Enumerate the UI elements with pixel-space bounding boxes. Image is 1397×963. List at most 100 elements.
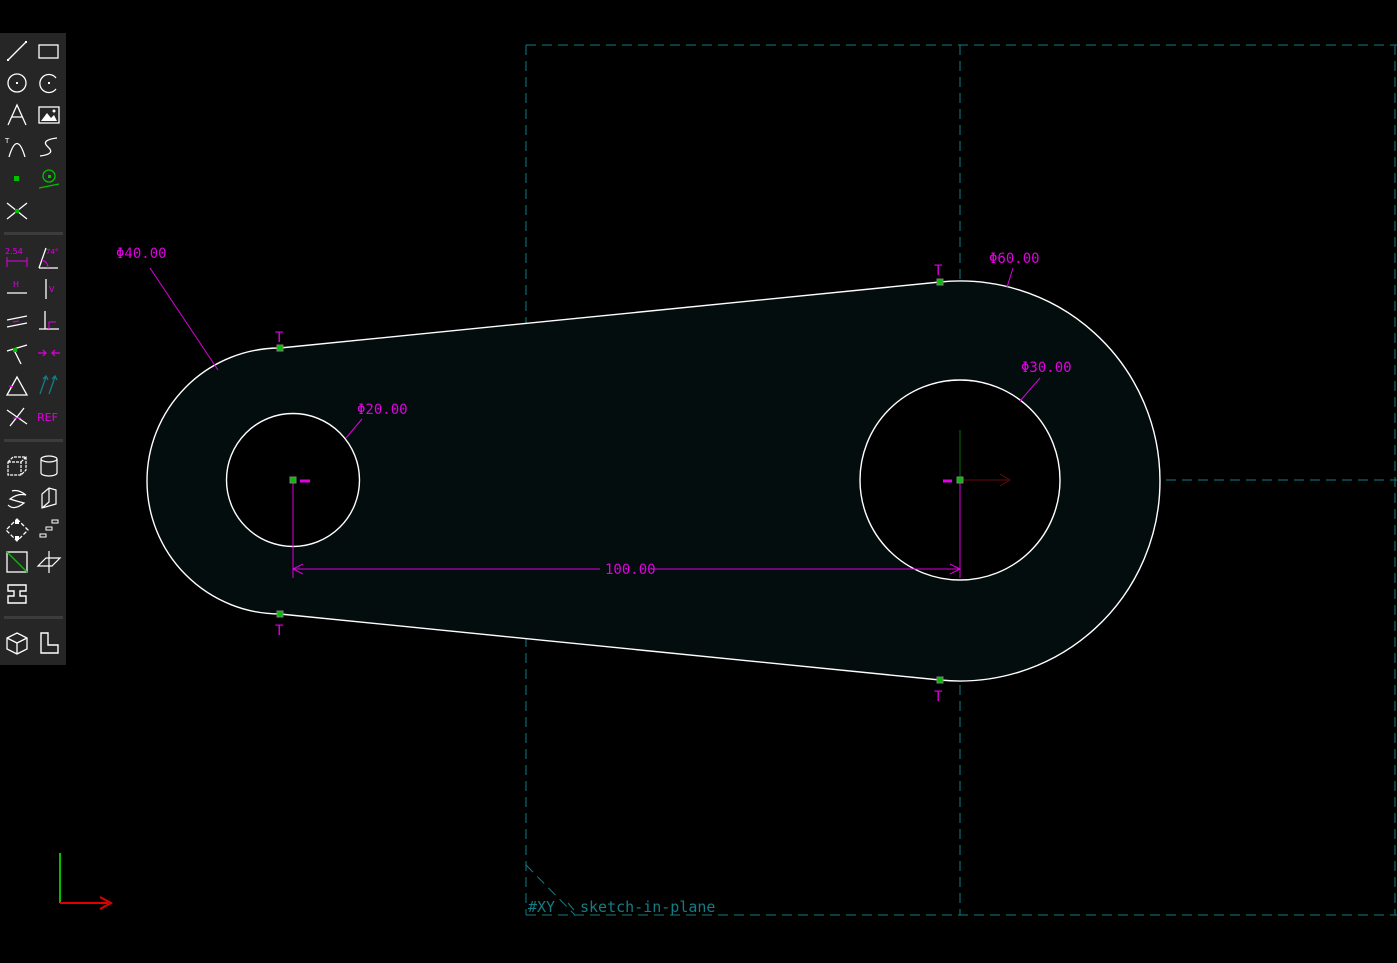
helix-icon <box>7 489 27 509</box>
dia-left-hole-label[interactable]: Φ20.00 <box>357 402 408 418</box>
svg-text:T: T <box>4 137 10 145</box>
parallel-constraint-tool[interactable] <box>4 308 30 334</box>
left-center-point[interactable] <box>289 476 297 484</box>
new-workplane-point-tool[interactable] <box>4 549 30 575</box>
workplane-point-icon <box>6 551 28 573</box>
equal-triangle-icon <box>5 375 29 396</box>
line-segment-tool[interactable] <box>4 38 30 64</box>
right-center-point[interactable] <box>956 476 964 484</box>
horizontal-constraint-icon: H <box>7 280 27 294</box>
toolbar-separator <box>4 232 63 235</box>
sketch-2d-view-button[interactable] <box>36 630 62 656</box>
center-distance-label[interactable]: 100.00 <box>605 562 656 578</box>
tangent-point[interactable] <box>936 676 944 684</box>
workplane-normal-arrow <box>999 473 1011 487</box>
reference-icon: REF <box>37 411 58 424</box>
tangent-constraint-icon <box>6 407 28 427</box>
angle-constraint-tool[interactable]: 74° <box>36 244 62 270</box>
step-rotating-tool[interactable] <box>4 517 30 543</box>
dia-right-outer-leader <box>1006 267 1014 288</box>
tangent-marker: T <box>275 330 284 346</box>
dia-left-hole-leader <box>345 418 363 439</box>
svg-text:74°: 74° <box>46 248 58 256</box>
tangent-constraint-tool[interactable] <box>4 404 30 430</box>
tangent-point[interactable] <box>276 610 284 618</box>
rectangle-icon <box>38 44 59 59</box>
perpendicular-constraint-tool[interactable] <box>36 308 62 334</box>
split-curves-tool[interactable] <box>4 198 30 224</box>
point-on-line-icon <box>6 344 28 365</box>
datum-point-icon <box>14 176 19 181</box>
tangent-arc-icon: T <box>4 137 26 158</box>
rectangle-tool[interactable] <box>36 38 62 64</box>
svg-text:H: H <box>13 280 19 289</box>
parallel-constraint-icon <box>6 315 28 328</box>
distance-constraint-icon: 2.54 <box>5 247 28 267</box>
workplane-tool[interactable] <box>36 166 62 192</box>
distance-constraint-tool[interactable]: 2.54 <box>4 244 30 270</box>
reference-toggle-tool[interactable]: REF <box>36 404 62 430</box>
step-rotating-icon <box>5 518 29 542</box>
text-icon <box>7 103 27 126</box>
dim-arrow-left <box>291 563 304 575</box>
symmetric-constraint-tool[interactable] <box>36 340 62 366</box>
tangent-point[interactable] <box>936 278 944 286</box>
perpendicular-constraint-icon <box>39 311 59 330</box>
vertical-constraint-tool[interactable]: V <box>36 276 62 302</box>
lathe-tool[interactable] <box>36 453 62 479</box>
assemble-tool[interactable] <box>4 581 30 607</box>
tangent-marker: T <box>275 623 284 639</box>
axis-x-arrow <box>99 896 114 910</box>
tangent-point[interactable] <box>276 344 284 352</box>
helix-tool[interactable] <box>4 485 30 511</box>
angle-constraint-icon: 74° <box>38 247 58 269</box>
other-supplementary-tool[interactable] <box>36 372 62 398</box>
image-tool[interactable] <box>36 102 62 128</box>
tangent-marker: T <box>934 263 943 279</box>
split-curves-icon <box>6 202 28 220</box>
extrude-tool[interactable] <box>4 453 30 479</box>
toolbar: T 2.54 74° H V REF <box>0 33 66 665</box>
workplane-group-label: sketch-in-plane <box>580 898 715 916</box>
line-segment-icon <box>7 41 27 61</box>
extrude-icon <box>7 456 27 476</box>
workplane-label: #XY <box>528 898 555 916</box>
horizontal-constraint-tool[interactable]: H <box>4 276 30 302</box>
text-tool[interactable] <box>4 102 30 128</box>
workplane-label-separator <box>567 902 575 911</box>
toolbar-separator <box>4 439 63 442</box>
equal-constraint-tool[interactable] <box>4 372 30 398</box>
iso-view-button[interactable] <box>4 630 30 656</box>
dia-right-hole-leader <box>1019 377 1041 402</box>
l-shape-icon <box>40 632 59 654</box>
supplementary-arrows-icon <box>39 374 58 395</box>
tangent-arc-tool[interactable]: T <box>4 134 30 160</box>
point-on-line-tool[interactable] <box>4 340 30 366</box>
dia-right-outer-label[interactable]: Φ60.00 <box>989 251 1040 267</box>
assemble-icon <box>7 584 27 604</box>
svg-text:REF: REF <box>37 411 58 424</box>
new-workplane-normal-tool[interactable] <box>36 549 62 575</box>
dia-left-outer-leader <box>149 267 219 371</box>
dia-left-outer-label[interactable]: Φ40.00 <box>116 246 167 262</box>
bezier-cubic-tool[interactable] <box>36 134 62 160</box>
step-translating-tool[interactable] <box>36 517 62 543</box>
bezier-curve-icon <box>39 137 58 157</box>
circle-tool[interactable] <box>4 70 30 96</box>
svg-text:V: V <box>49 285 55 294</box>
link-profile-outline[interactable] <box>146 280 1161 682</box>
svg-text:2.54: 2.54 <box>5 247 23 256</box>
revolve-tool[interactable] <box>36 485 62 511</box>
step-translating-icon <box>39 519 59 538</box>
arc-tool[interactable] <box>36 70 62 96</box>
datum-point-tool[interactable] <box>4 166 30 192</box>
toolbar-separator <box>4 616 63 619</box>
vertical-constraint-icon: V <box>45 279 55 299</box>
circle-icon <box>7 73 27 93</box>
iso-cube-icon <box>6 632 28 655</box>
revolve-icon <box>41 487 57 509</box>
dia-right-hole-label[interactable]: Φ30.00 <box>1021 360 1072 376</box>
tangent-marker: T <box>934 689 943 705</box>
workplane-icon <box>38 169 60 189</box>
